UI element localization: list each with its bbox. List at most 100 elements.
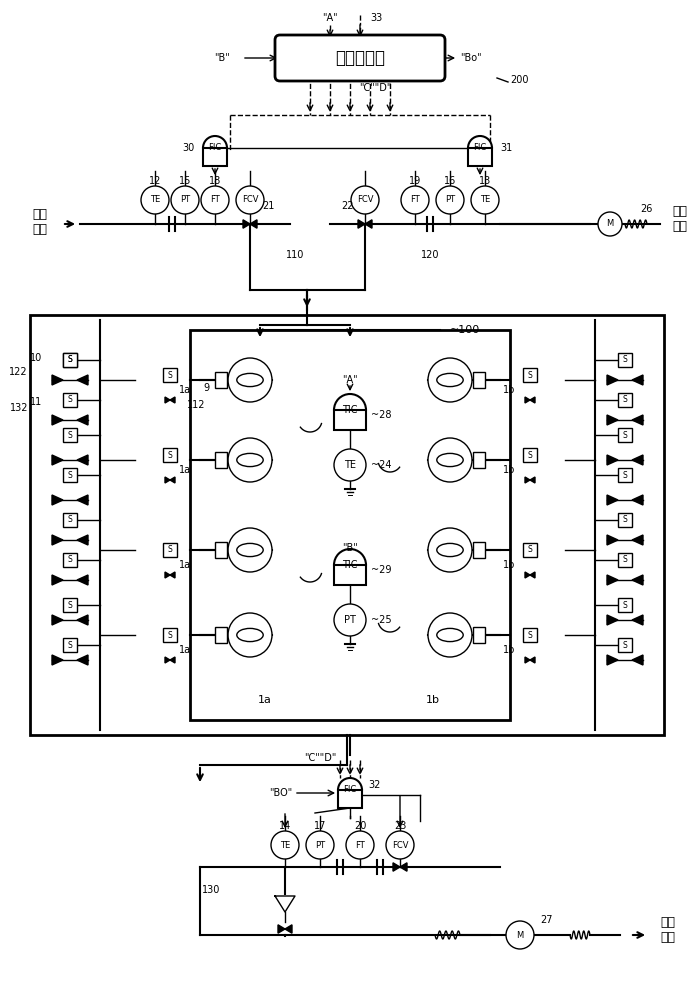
Polygon shape xyxy=(165,477,170,483)
Polygon shape xyxy=(77,655,88,665)
Circle shape xyxy=(428,613,472,657)
Bar xyxy=(215,627,227,643)
Polygon shape xyxy=(52,655,63,665)
Text: S: S xyxy=(67,430,72,440)
Circle shape xyxy=(428,528,472,572)
Circle shape xyxy=(228,528,272,572)
Circle shape xyxy=(271,831,299,859)
Text: PT: PT xyxy=(445,196,455,205)
Polygon shape xyxy=(530,477,535,483)
Circle shape xyxy=(306,831,334,859)
Bar xyxy=(215,372,227,388)
Polygon shape xyxy=(77,375,88,385)
Text: PT: PT xyxy=(180,196,190,205)
Text: 13: 13 xyxy=(479,176,491,186)
Text: FCV: FCV xyxy=(242,196,258,205)
Bar xyxy=(618,353,632,367)
Circle shape xyxy=(334,549,366,581)
Text: 1b: 1b xyxy=(426,695,440,705)
Bar xyxy=(334,565,366,585)
Text: PT: PT xyxy=(315,840,325,850)
Text: TE: TE xyxy=(480,196,490,205)
Bar xyxy=(618,598,632,612)
Bar xyxy=(163,628,177,642)
Text: S: S xyxy=(168,450,172,460)
Text: ~24: ~24 xyxy=(371,460,391,470)
Text: 9: 9 xyxy=(204,383,210,393)
Bar xyxy=(215,542,227,558)
Bar xyxy=(163,448,177,462)
Text: "Bo": "Bo" xyxy=(460,53,482,63)
Bar xyxy=(163,368,177,382)
Text: TIC: TIC xyxy=(342,560,357,570)
Text: 12: 12 xyxy=(149,176,161,186)
Text: 130: 130 xyxy=(202,885,220,895)
Polygon shape xyxy=(525,397,530,403)
Text: 31: 31 xyxy=(500,143,512,153)
Polygon shape xyxy=(52,615,63,625)
Polygon shape xyxy=(632,455,643,465)
Polygon shape xyxy=(607,375,618,385)
Text: 燃烧
空气: 燃烧 空气 xyxy=(672,205,687,233)
Polygon shape xyxy=(170,477,175,483)
Polygon shape xyxy=(530,657,535,663)
Text: M: M xyxy=(607,220,613,229)
Text: 17: 17 xyxy=(314,821,326,831)
Text: S: S xyxy=(623,516,627,524)
Bar xyxy=(618,468,632,482)
Polygon shape xyxy=(165,572,170,578)
Bar xyxy=(334,410,366,430)
Polygon shape xyxy=(632,575,643,585)
Text: S: S xyxy=(527,370,532,379)
Polygon shape xyxy=(77,415,88,425)
Circle shape xyxy=(351,186,379,214)
Polygon shape xyxy=(77,615,88,625)
Circle shape xyxy=(141,186,169,214)
Polygon shape xyxy=(607,535,618,545)
Polygon shape xyxy=(278,925,285,933)
Text: M: M xyxy=(516,930,524,940)
Text: ~29: ~29 xyxy=(371,565,391,575)
Text: FIC: FIC xyxy=(473,143,486,152)
Bar xyxy=(30,315,664,735)
Polygon shape xyxy=(632,415,643,425)
Bar xyxy=(618,553,632,567)
Text: 燃烧
气体: 燃烧 气体 xyxy=(660,916,675,944)
Polygon shape xyxy=(525,572,530,578)
Text: S: S xyxy=(67,516,72,524)
Polygon shape xyxy=(525,477,530,483)
Text: 10: 10 xyxy=(30,353,42,363)
Text: 33: 33 xyxy=(370,13,382,23)
Text: 燃料
气体: 燃料 气体 xyxy=(33,208,47,236)
Text: S: S xyxy=(67,641,72,650)
Polygon shape xyxy=(632,615,643,625)
Bar xyxy=(338,790,362,808)
Text: 20: 20 xyxy=(354,821,366,831)
Text: S: S xyxy=(527,450,532,460)
Bar xyxy=(163,543,177,557)
Polygon shape xyxy=(530,397,535,403)
Polygon shape xyxy=(170,657,175,663)
Text: ~28: ~28 xyxy=(371,410,391,420)
Text: PT: PT xyxy=(344,615,356,625)
Text: S: S xyxy=(623,471,627,480)
Text: S: S xyxy=(67,395,72,404)
Circle shape xyxy=(598,212,622,236)
Text: FCV: FCV xyxy=(391,840,408,850)
Circle shape xyxy=(171,186,199,214)
Polygon shape xyxy=(400,863,407,871)
Text: "C""D": "C""D" xyxy=(304,753,336,763)
Text: 120: 120 xyxy=(421,250,439,260)
Circle shape xyxy=(228,438,272,482)
Circle shape xyxy=(468,136,492,160)
Polygon shape xyxy=(607,655,618,665)
Bar xyxy=(63,428,77,442)
Circle shape xyxy=(346,831,374,859)
Polygon shape xyxy=(530,572,535,578)
Circle shape xyxy=(506,921,534,949)
Text: S: S xyxy=(168,631,172,640)
Text: 1a: 1a xyxy=(258,695,272,705)
Bar xyxy=(203,148,227,166)
Polygon shape xyxy=(607,615,618,625)
Text: 19: 19 xyxy=(409,176,421,186)
